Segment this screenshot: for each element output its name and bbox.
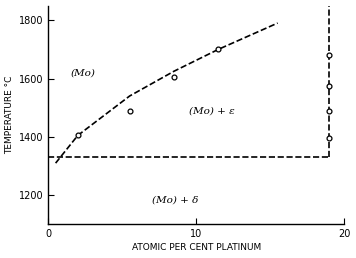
Y-axis label: TEMPERATURE °C: TEMPERATURE °C [6, 76, 15, 154]
Text: (Mo) + δ: (Mo) + δ [152, 195, 198, 204]
X-axis label: ATOMIC PER CENT PLATINUM: ATOMIC PER CENT PLATINUM [132, 244, 261, 252]
Text: (Mo): (Mo) [70, 68, 95, 77]
Text: (Mo) + ε: (Mo) + ε [189, 106, 235, 115]
